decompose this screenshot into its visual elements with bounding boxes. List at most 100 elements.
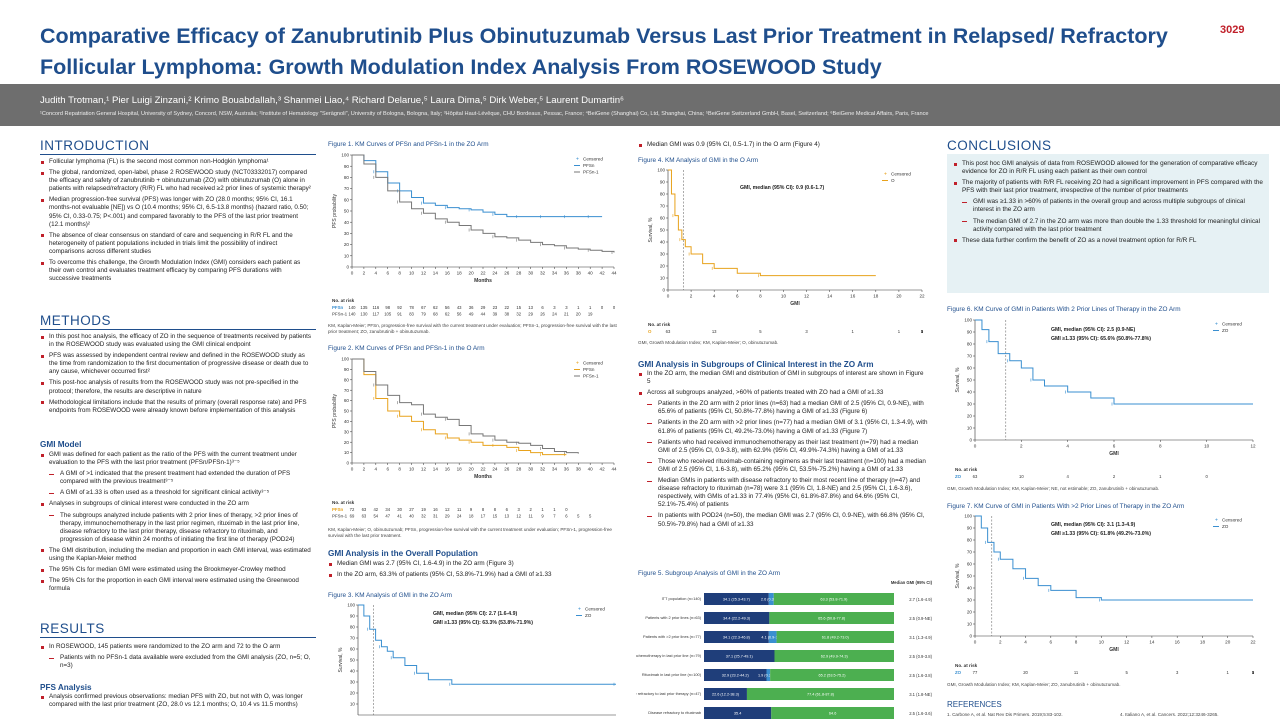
legend-censor-symbol: + (1215, 518, 1218, 524)
x-tick-label: 2 (999, 640, 1002, 645)
risk-value: 17 (481, 514, 486, 519)
legend-label: Censored (585, 607, 605, 612)
risk-value: 13 (528, 305, 533, 310)
y-tick-label: 20 (344, 440, 350, 445)
gmi-overall-list: Median GMI was 2.7 (95% CI, 1.6-4.9) in … (328, 560, 618, 582)
series-1-line (975, 515, 1253, 601)
risk-value: 1 (589, 305, 592, 310)
risk-value: 0 (1252, 670, 1255, 675)
y-tick-label: 50 (344, 409, 350, 414)
risk-value: 29 (481, 305, 486, 310)
risk-value: 0 (1205, 474, 1208, 479)
risk-row-label: O (648, 329, 652, 334)
y-tick-label: 50 (967, 574, 973, 579)
figure5-title: Figure 5. Subgroup Analysis of GMI in th… (638, 570, 781, 577)
subgroup-label: ITT population (n=140) (662, 596, 702, 601)
median-annotation: GMI, median (95% CI): 2.5 (0.9-NE) (1051, 327, 1135, 333)
x-tick-label: 36 (564, 271, 570, 276)
list-item: A GMI of >1 indicated that the present t… (40, 470, 312, 486)
y-tick-label: 50 (350, 658, 356, 663)
list-item: Analyses in subgroups of clinical intere… (40, 500, 312, 508)
x-tick-label: 18 (457, 271, 463, 276)
x-tick-label: 40 (588, 271, 594, 276)
segment-label: 1.9 (0.3-6.3) (758, 674, 779, 678)
list-item: Patients with no PFSn-1 data available w… (40, 654, 312, 670)
y-tick-label: 10 (967, 426, 973, 431)
series-2-line (352, 154, 615, 253)
y-tick-label: 0 (969, 438, 972, 443)
legend-label: ZO (1222, 524, 1229, 529)
risk-value: 38 (504, 312, 509, 317)
risk-value: 0 (921, 329, 924, 334)
figure6-footnote: GMI, Growth Modulation Index; KM, Kaplan… (947, 486, 1160, 491)
legend-censor-symbol: + (578, 607, 581, 613)
risk-value: 130 (360, 312, 368, 317)
risk-value: 1 (577, 305, 580, 310)
conclusions-box (947, 154, 1269, 293)
x-tick-label: 26 (504, 271, 510, 276)
x-tick-label: 12 (804, 294, 810, 299)
risk-value: 2 (1113, 474, 1116, 479)
risk-value: 72 (350, 507, 355, 512)
legend-label: PFSn-1 (583, 374, 599, 379)
median-gmi-value: 3.1 (1.8-NE) (909, 692, 932, 697)
median-annotation: GMI, median (95% CI): 3.1 (1.3-4.9) (1051, 522, 1135, 528)
risk-value: 83 (409, 312, 414, 317)
legend-label: Censored (1222, 518, 1242, 523)
list-item: The 95% CIs for the proportion in each G… (40, 577, 312, 593)
risk-value: 63 (666, 329, 671, 334)
risk-value: 18 (469, 514, 474, 519)
figure5-chart: Median GMI (95% CI) ITT population (n=140… (636, 580, 933, 719)
x-tick-label: 42 (600, 271, 606, 276)
risk-value: 22 (504, 305, 509, 310)
y-tick-label: 70 (344, 388, 350, 393)
x-tick-label: 28 (516, 271, 522, 276)
risk-value: 92 (397, 305, 402, 310)
x-tick-label: 16 (850, 294, 856, 299)
x-tick-label: 40 (588, 467, 594, 472)
risk-value: 91 (397, 312, 402, 317)
list-item: The absence of clear consensus on standa… (40, 232, 312, 256)
x-tick-label: 16 (445, 271, 451, 276)
risk-value: 23 (493, 305, 498, 310)
y-tick-label: 10 (344, 253, 350, 258)
list-item: Methodological limitations include that … (40, 399, 312, 415)
risk-value: 20 (1023, 670, 1028, 675)
subgroup-bar-segment (769, 612, 894, 624)
list-item: Patients who had received immunochemothe… (638, 439, 928, 455)
risk-value: 3 (805, 329, 808, 334)
x-tick-label: 20 (469, 467, 475, 472)
list-item: Across all subgroups analyzed, >60% of p… (638, 389, 928, 397)
risk-value: 12 (516, 514, 521, 519)
y-tick-label: 40 (967, 390, 973, 395)
x-tick-label: 16 (1175, 640, 1181, 645)
x-tick-label: 16 (445, 467, 451, 472)
risk-value: 15 (493, 514, 498, 519)
subgroup-bar-segment (746, 688, 894, 700)
pfs-analysis-list: Analysis confirmed previous observations… (40, 693, 312, 712)
legend-label: Censored (891, 172, 911, 177)
risk-value: 1 (898, 329, 901, 334)
subgroup-label: Disease refractory to rituximab (648, 710, 701, 715)
segment-label: 2.6 (0.3-5.5) (761, 598, 782, 602)
y-tick-label: 90 (967, 330, 973, 335)
risk-value: 1 (921, 329, 924, 334)
segment-label: 34.4 (22.2-49.3) (723, 617, 751, 621)
legend-label: ZO (585, 613, 592, 618)
x-tick-label: 0 (351, 467, 354, 472)
risk-value: 0 (613, 305, 616, 310)
risk-value: 4 (1066, 474, 1069, 479)
risk-table-title: No. at risk (332, 298, 355, 303)
risk-row-label: PFSn (332, 305, 344, 310)
risk-value: 68 (433, 312, 438, 317)
legend-censor-symbol: + (1215, 322, 1218, 328)
risk-value: 3 (1176, 670, 1179, 675)
list-item: The 95% CIs for median GMI were estimate… (40, 566, 312, 574)
x-axis-label: GMI (1109, 647, 1119, 653)
x-tick-label: 30 (528, 467, 534, 472)
y-tick-label: 50 (344, 209, 350, 214)
references-heading: REFERENCES (947, 700, 1002, 709)
